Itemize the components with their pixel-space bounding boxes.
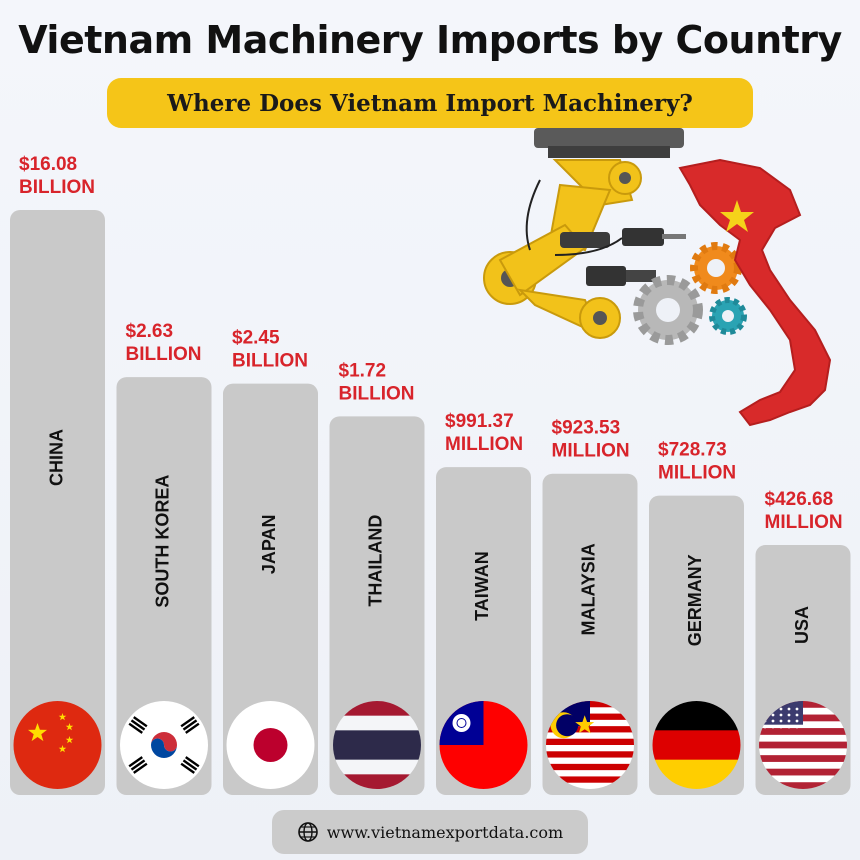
- usa-flag-icon: [759, 701, 847, 789]
- globe-icon: [297, 822, 318, 842]
- bar-china: [10, 210, 105, 795]
- bar-label-japan: JAPAN: [259, 514, 279, 574]
- value-label-germany: $728.73: [658, 440, 727, 461]
- bar-label-thailand: THAILAND: [366, 515, 386, 607]
- footer-url-pill[interactable]: www.vietnamexportdata.com: [272, 810, 588, 854]
- bar-label-taiwan: TAIWAN: [472, 551, 492, 621]
- japan-flag-icon: [226, 701, 315, 789]
- chart-subtitle: Where Does Vietnam Import Machinery?: [167, 89, 693, 117]
- value-unit-germany: MILLION: [658, 463, 736, 484]
- malaysia-flag-icon: [546, 701, 634, 789]
- china-flag-icon: [13, 701, 102, 789]
- value-label-china: $16.08: [19, 154, 77, 175]
- vietnam-map-illustration: [678, 158, 832, 427]
- value-unit-south-korea: BILLION: [126, 344, 202, 365]
- bar-thailand: [329, 416, 425, 795]
- bar-label-malaysia: MALAYSIA: [579, 543, 599, 635]
- value-unit-usa: MILLION: [765, 512, 843, 533]
- bar-label-usa: USA: [792, 606, 812, 644]
- taiwan-flag-icon: [439, 701, 528, 789]
- bar-japan: [223, 383, 318, 795]
- value-unit-japan: BILLION: [232, 351, 308, 372]
- bar-south-korea: [116, 377, 212, 795]
- value-label-taiwan: $991.37: [445, 411, 514, 432]
- bar-label-south-korea: SOUTH KOREA: [153, 475, 173, 608]
- value-label-thailand: $1.72: [339, 360, 387, 381]
- subtitle-banner: Where Does Vietnam Import Machinery?: [107, 78, 753, 128]
- bar-label-germany: GERMANY: [685, 554, 705, 646]
- south-korea-flag-icon: [120, 701, 208, 789]
- robot-arm-illustration: [483, 128, 686, 339]
- value-label-japan: $2.45: [232, 328, 280, 349]
- gears-illustration: [633, 242, 747, 345]
- value-unit-taiwan: MILLION: [445, 434, 523, 455]
- value-unit-china: BILLION: [19, 177, 95, 198]
- footer-url[interactable]: www.vietnamexportdata.com: [326, 822, 564, 842]
- bar-label-china: CHINA: [46, 429, 66, 486]
- value-unit-malaysia: MILLION: [552, 441, 630, 462]
- value-unit-thailand: BILLION: [339, 383, 415, 404]
- thailand-flag-icon: [333, 701, 421, 789]
- value-label-south-korea: $2.63: [126, 321, 174, 342]
- germany-flag-icon: [652, 701, 741, 789]
- value-label-usa: $426.68: [765, 489, 834, 510]
- value-label-malaysia: $923.53: [552, 418, 621, 439]
- chart-title: Vietnam Machinery Imports by Country: [18, 18, 842, 62]
